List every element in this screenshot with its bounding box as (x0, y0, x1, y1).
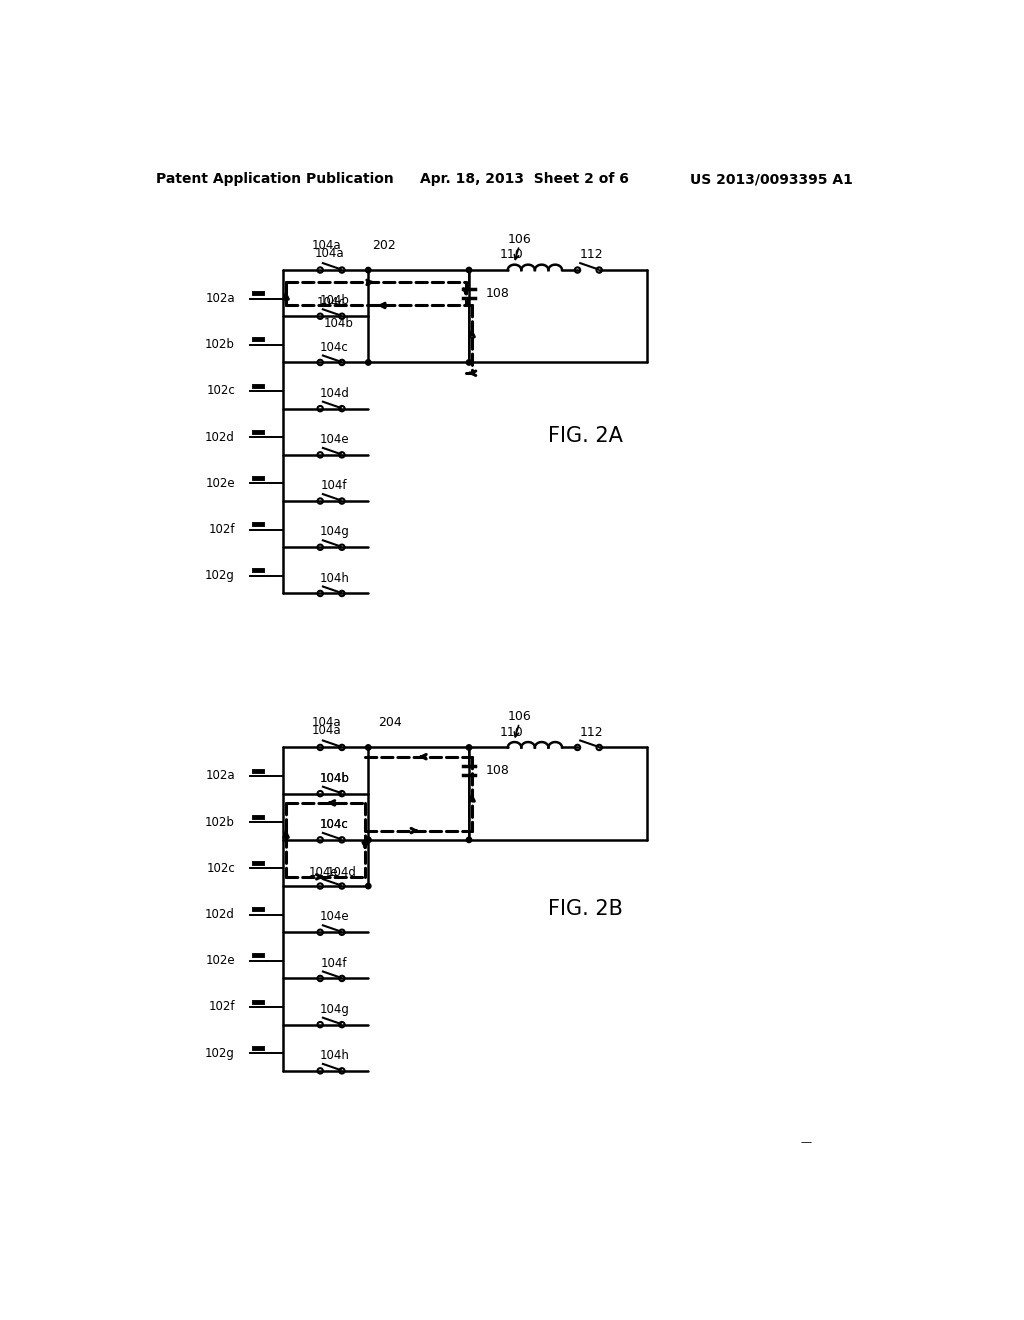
Text: 102f: 102f (209, 523, 234, 536)
Text: 102d: 102d (205, 430, 234, 444)
Circle shape (366, 360, 371, 366)
Text: 104f: 104f (321, 479, 347, 492)
Text: 102e: 102e (206, 954, 234, 968)
Text: 102f: 102f (209, 1001, 234, 1014)
Circle shape (466, 268, 472, 273)
Text: 102e: 102e (206, 477, 234, 490)
Text: 102a: 102a (206, 770, 234, 783)
Circle shape (366, 837, 371, 842)
Text: 104d: 104d (319, 387, 349, 400)
Text: FIG. 2B: FIG. 2B (548, 899, 623, 919)
Text: 112: 112 (580, 248, 603, 261)
Text: 108: 108 (486, 286, 510, 300)
Text: 104f: 104f (321, 957, 347, 970)
Text: 202: 202 (372, 239, 395, 252)
Text: 104b: 104b (319, 294, 349, 308)
Circle shape (466, 744, 472, 750)
Text: 104b: 104b (319, 772, 349, 785)
Text: 104d: 104d (327, 866, 356, 879)
Text: 102d: 102d (205, 908, 234, 921)
Text: 104g: 104g (319, 525, 349, 539)
Text: 104a: 104a (311, 239, 341, 252)
Text: US 2013/0093395 A1: US 2013/0093395 A1 (690, 172, 853, 186)
Text: Apr. 18, 2013  Sheet 2 of 6: Apr. 18, 2013 Sheet 2 of 6 (421, 172, 629, 186)
Text: 104e: 104e (319, 433, 349, 446)
Text: 102a: 102a (206, 292, 234, 305)
Text: 112: 112 (580, 726, 603, 739)
Text: 102b: 102b (205, 816, 234, 829)
Circle shape (366, 744, 371, 750)
Text: 102c: 102c (206, 384, 234, 397)
Text: 110: 110 (500, 726, 523, 739)
Text: —: — (801, 1137, 812, 1147)
Circle shape (466, 360, 472, 366)
Text: 106: 106 (508, 232, 531, 246)
Text: 104a: 104a (311, 717, 341, 730)
Circle shape (366, 837, 371, 842)
Text: 104c: 104c (319, 818, 348, 832)
Text: Patent Application Publication: Patent Application Publication (157, 172, 394, 186)
Text: 104e: 104e (319, 911, 349, 924)
Text: 104a: 104a (311, 723, 341, 737)
Text: 104h: 104h (319, 572, 349, 585)
Text: 104c: 104c (316, 296, 345, 309)
Text: 104a: 104a (314, 247, 344, 260)
Text: 104c: 104c (319, 341, 348, 354)
Text: 110: 110 (500, 248, 523, 261)
Circle shape (366, 268, 371, 273)
Circle shape (366, 883, 371, 888)
Text: 104g: 104g (319, 1003, 349, 1016)
Text: 106: 106 (508, 710, 531, 723)
Text: 104e: 104e (308, 866, 338, 879)
Circle shape (466, 837, 472, 842)
Text: 102b: 102b (205, 338, 234, 351)
Text: 104c: 104c (319, 818, 348, 832)
Text: 102g: 102g (205, 1047, 234, 1060)
Text: 104b: 104b (324, 317, 353, 330)
Text: 102c: 102c (206, 862, 234, 875)
Text: 104b: 104b (319, 772, 349, 785)
Text: 108: 108 (486, 764, 510, 777)
Text: FIG. 2A: FIG. 2A (548, 425, 623, 446)
Text: 102g: 102g (205, 569, 234, 582)
Text: 204: 204 (378, 717, 401, 730)
Text: 104h: 104h (319, 1049, 349, 1063)
